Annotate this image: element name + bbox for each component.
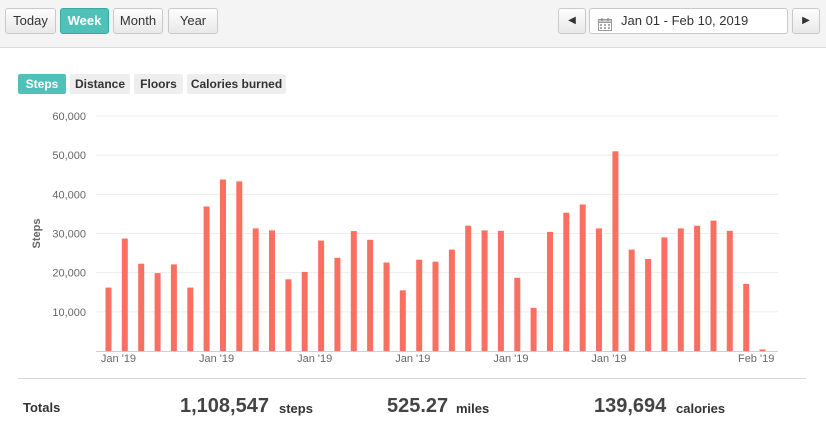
bar[interactable] <box>121 238 128 351</box>
bar[interactable] <box>710 220 717 351</box>
bar[interactable] <box>105 287 112 351</box>
x-axis-ticks: Jan '19 Jan '19 Jan '19 Jan '19 Jan '19 Jan '… <box>101 353 774 365</box>
chart-bars <box>105 151 766 352</box>
x-tick-label: Jan '19 <box>591 353 626 365</box>
previous-period-button[interactable]: ◀ <box>558 8 586 34</box>
triangle-left-icon: ◀ <box>568 15 576 26</box>
bar[interactable] <box>203 206 210 352</box>
bar[interactable] <box>252 228 259 351</box>
bar[interactable] <box>759 349 766 351</box>
x-tick-label: Jan '19 <box>199 353 234 365</box>
x-tick-label: Jan '19 <box>101 353 136 365</box>
bar[interactable] <box>694 225 701 351</box>
bar[interactable] <box>367 239 374 351</box>
tab-floors[interactable]: Floors <box>134 74 183 94</box>
bar[interactable] <box>399 290 406 351</box>
bar[interactable] <box>416 259 423 351</box>
bar[interactable] <box>318 240 325 351</box>
bar[interactable] <box>743 284 750 351</box>
bar[interactable] <box>612 151 619 352</box>
totals-label: Totals <box>23 400 61 415</box>
y-tick-label: 30,000 <box>52 229 86 241</box>
date-range-picker[interactable]: Jan 01 - Feb 10, 2019 <box>589 8 788 34</box>
tab-distance[interactable]: Distance <box>70 74 130 94</box>
bar[interactable] <box>220 179 226 352</box>
bar[interactable] <box>530 307 537 351</box>
bar[interactable] <box>170 264 177 351</box>
bar[interactable] <box>269 230 275 351</box>
bar[interactable] <box>645 259 652 351</box>
total-steps-unit: steps <box>279 401 313 416</box>
bar[interactable] <box>661 237 668 351</box>
total-miles-value: 525.27 <box>387 395 449 417</box>
x-tick-label: Jan '19 <box>297 353 332 365</box>
total-steps-value: 1,108,547 <box>180 395 269 417</box>
bar[interactable] <box>383 262 390 352</box>
x-tick-label: Feb '19 <box>738 353 774 365</box>
bar[interactable] <box>138 263 145 351</box>
bar[interactable] <box>579 204 586 352</box>
y-axis-ticks: 10,000 20,000 30,000 40,000 50,000 60,000 <box>52 111 86 319</box>
x-tick-label: Jan '19 <box>395 353 430 365</box>
bar[interactable] <box>465 225 472 351</box>
today-button[interactable]: Today <box>5 8 56 34</box>
week-button[interactable]: Week <box>60 8 109 34</box>
bar[interactable] <box>563 212 570 351</box>
bar[interactable] <box>497 230 504 351</box>
bar[interactable] <box>677 228 684 351</box>
bar[interactable] <box>285 279 292 351</box>
x-tick-label: Jan '19 <box>493 353 528 365</box>
bar[interactable] <box>334 257 341 351</box>
bar[interactable] <box>514 277 521 351</box>
steps-bar-chart: 10,000 20,000 30,000 40,000 50,000 60,000 Jan… <box>31 111 778 365</box>
tab-calories-burned[interactable]: Calories burned <box>187 74 286 94</box>
tab-steps[interactable]: Steps <box>18 74 66 94</box>
y-tick-label: 50,000 <box>52 150 86 162</box>
month-button[interactable]: Month <box>113 8 163 34</box>
bar[interactable] <box>187 287 194 351</box>
totals-divider <box>18 378 806 379</box>
y-tick-label: 60,000 <box>52 111 86 123</box>
y-tick-label: 10,000 <box>52 307 86 319</box>
calendar-icon <box>598 15 612 39</box>
bar[interactable] <box>448 249 455 351</box>
bar[interactable] <box>547 231 553 351</box>
bar[interactable] <box>432 261 439 351</box>
date-range-text: Jan 01 - Feb 10, 2019 <box>621 13 749 28</box>
bar[interactable] <box>154 273 161 351</box>
bar[interactable] <box>301 271 308 351</box>
toolbar: Today Week Month Year ◀ Jan 01 - Feb 10,… <box>0 0 826 48</box>
y-axis-title: Steps <box>31 219 43 249</box>
next-period-button[interactable]: ▶ <box>792 8 820 34</box>
bar[interactable] <box>236 181 243 351</box>
bar[interactable] <box>350 231 357 351</box>
y-tick-label: 20,000 <box>52 268 86 280</box>
y-tick-label: 40,000 <box>52 189 86 201</box>
triangle-right-icon: ▶ <box>802 15 810 26</box>
total-calories-value: 139,694 <box>594 395 667 417</box>
bar[interactable] <box>481 230 488 351</box>
bar[interactable] <box>726 230 733 351</box>
bar[interactable] <box>596 228 602 351</box>
total-calories-unit: calories <box>676 401 726 416</box>
total-miles-unit: miles <box>456 401 490 416</box>
bar[interactable] <box>628 249 635 351</box>
year-button[interactable]: Year <box>168 8 218 34</box>
